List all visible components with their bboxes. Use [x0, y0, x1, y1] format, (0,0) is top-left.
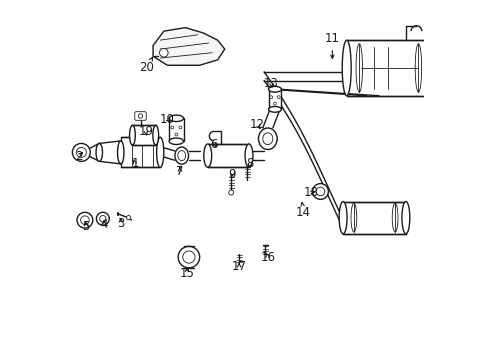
- Circle shape: [100, 216, 106, 222]
- Circle shape: [159, 48, 168, 57]
- Polygon shape: [153, 28, 224, 65]
- Ellipse shape: [169, 138, 183, 144]
- Polygon shape: [121, 137, 160, 167]
- Circle shape: [179, 126, 182, 129]
- Circle shape: [316, 187, 324, 196]
- Circle shape: [72, 143, 90, 161]
- Text: 18: 18: [303, 186, 318, 199]
- Circle shape: [228, 190, 233, 195]
- Ellipse shape: [156, 137, 163, 167]
- Ellipse shape: [129, 125, 135, 145]
- Polygon shape: [268, 89, 281, 109]
- Text: 1: 1: [131, 157, 139, 170]
- Ellipse shape: [153, 125, 158, 145]
- Text: 16: 16: [260, 251, 275, 264]
- Ellipse shape: [169, 115, 183, 122]
- Circle shape: [265, 129, 269, 133]
- Circle shape: [258, 137, 261, 140]
- Circle shape: [96, 212, 109, 225]
- Text: 3: 3: [117, 216, 124, 230]
- Text: 6: 6: [210, 138, 217, 150]
- Circle shape: [312, 184, 328, 199]
- Circle shape: [175, 133, 178, 136]
- Circle shape: [126, 216, 131, 220]
- Text: 13: 13: [264, 77, 278, 90]
- Text: 19: 19: [138, 125, 153, 138]
- Polygon shape: [99, 141, 121, 164]
- Text: 14: 14: [296, 203, 310, 219]
- Text: 2: 2: [75, 150, 82, 163]
- Ellipse shape: [268, 86, 281, 92]
- Ellipse shape: [203, 144, 211, 167]
- Circle shape: [273, 102, 276, 105]
- Polygon shape: [346, 40, 430, 96]
- Circle shape: [277, 96, 280, 99]
- Text: 8: 8: [245, 157, 253, 170]
- Text: 17: 17: [231, 260, 246, 273]
- Text: 11: 11: [324, 32, 339, 58]
- Text: 5: 5: [82, 220, 89, 233]
- Circle shape: [76, 147, 86, 157]
- Text: 20: 20: [139, 57, 154, 73]
- Ellipse shape: [117, 141, 124, 164]
- Circle shape: [183, 251, 195, 263]
- Ellipse shape: [426, 40, 435, 96]
- Ellipse shape: [175, 147, 188, 164]
- Ellipse shape: [244, 144, 252, 167]
- Text: 4: 4: [100, 218, 107, 231]
- Ellipse shape: [401, 202, 409, 234]
- Circle shape: [77, 212, 93, 228]
- Polygon shape: [207, 144, 248, 167]
- Text: 12: 12: [249, 118, 264, 131]
- Circle shape: [273, 137, 277, 140]
- Ellipse shape: [339, 202, 346, 234]
- Text: 15: 15: [179, 267, 194, 280]
- Ellipse shape: [258, 128, 277, 149]
- Polygon shape: [169, 118, 183, 141]
- Circle shape: [269, 96, 272, 99]
- Polygon shape: [132, 125, 155, 145]
- Circle shape: [265, 145, 269, 148]
- Circle shape: [81, 216, 89, 225]
- Ellipse shape: [96, 143, 102, 161]
- Ellipse shape: [268, 107, 281, 112]
- Text: 10: 10: [160, 113, 175, 126]
- Polygon shape: [343, 202, 405, 234]
- Circle shape: [138, 114, 142, 118]
- Circle shape: [178, 246, 199, 268]
- Ellipse shape: [178, 150, 185, 161]
- FancyBboxPatch shape: [135, 112, 146, 120]
- Text: 7: 7: [176, 165, 183, 177]
- Circle shape: [170, 126, 173, 129]
- Text: 9: 9: [228, 168, 235, 181]
- Ellipse shape: [262, 133, 272, 145]
- Ellipse shape: [342, 40, 350, 96]
